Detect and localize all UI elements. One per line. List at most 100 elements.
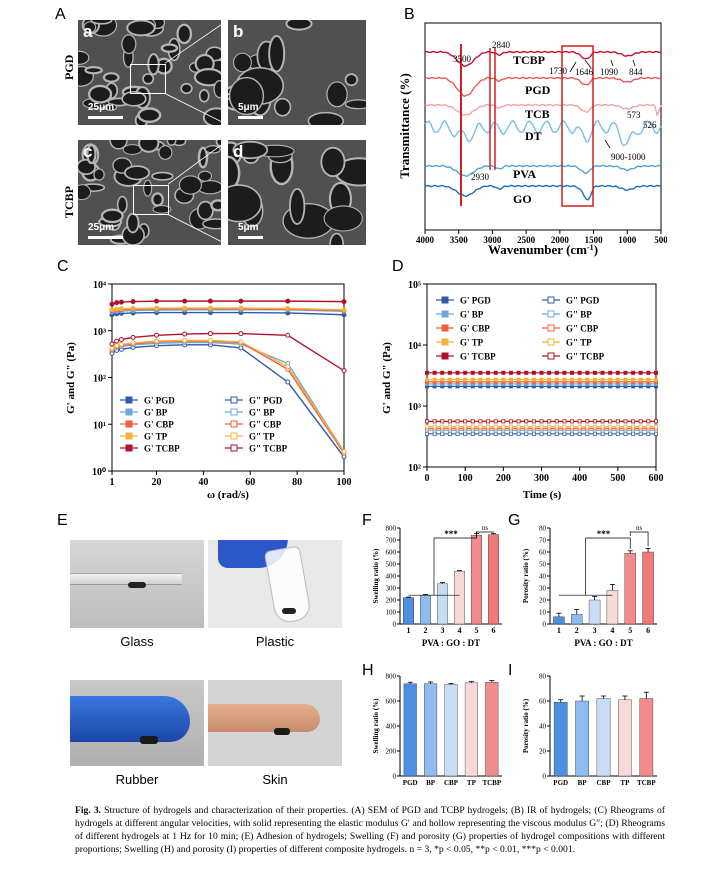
- scale-label: 5μm: [238, 222, 259, 233]
- x-tick-label: 3500: [450, 235, 469, 245]
- y-tick-label: 600: [386, 698, 397, 706]
- data-point: [207, 337, 213, 343]
- x-axis-label: ω (rad/s): [207, 489, 249, 501]
- trace-label-pva: PVA: [513, 167, 536, 181]
- y-tick-label: 50: [539, 561, 547, 569]
- ns-bracket: [476, 531, 494, 536]
- data-point: [154, 305, 160, 311]
- y-tick-label: 800: [386, 673, 397, 681]
- series-line: [111, 300, 345, 305]
- annot-1646: 1646: [575, 67, 594, 77]
- y-tick-label: 10²: [408, 463, 421, 474]
- x-tick-label: 4000: [416, 235, 435, 245]
- data-point: [646, 377, 651, 382]
- data-point: [425, 377, 430, 382]
- data-point: [508, 370, 513, 375]
- hydrogel-sample: [140, 736, 158, 744]
- data-point: [130, 305, 136, 311]
- ns-label: ns: [636, 524, 643, 532]
- data-point: [425, 419, 430, 424]
- y-tick-label: 20: [539, 597, 547, 605]
- data-point: [638, 370, 643, 375]
- data-point: [615, 419, 620, 424]
- data-point: [463, 370, 468, 375]
- data-point: [463, 419, 468, 424]
- caption-glass: Glass: [120, 634, 154, 649]
- data-point: [646, 431, 651, 436]
- data-point: [524, 431, 529, 436]
- x-tick-label: BP: [578, 779, 588, 787]
- ftir-trace: [424, 50, 662, 68]
- y-tick-label: 10⁵: [408, 280, 421, 291]
- data-point: [631, 431, 636, 436]
- data-point: [341, 299, 347, 305]
- data-point: [447, 424, 452, 429]
- data-point: [653, 424, 658, 429]
- data-point: [440, 377, 445, 382]
- ftir-trace: [424, 76, 662, 98]
- scale-bar: [88, 236, 123, 239]
- data-point: [570, 419, 575, 424]
- trace-label-tcb: TCB: [525, 107, 550, 121]
- data-point: [554, 377, 559, 382]
- significance-bracket: [558, 537, 631, 596]
- panel-letter-f: F: [362, 512, 372, 529]
- data-point: [440, 424, 445, 429]
- data-point: [562, 431, 567, 436]
- x-tick-label: 20: [152, 477, 162, 488]
- data-point: [470, 419, 475, 424]
- data-point: [615, 377, 620, 382]
- sem-texture: [228, 20, 366, 125]
- y-tick-label: 0: [393, 773, 397, 781]
- x-tick-label: CBP: [444, 779, 459, 787]
- ftir-chart: Transmittance (%) 4000 3500 3000 2500 2000 15…: [397, 22, 667, 257]
- legend-label: G" PGD: [249, 396, 283, 406]
- data-point: [608, 424, 613, 429]
- legend-label: G' PGD: [460, 296, 491, 306]
- y-axis-label: G' and G" (Pa): [65, 342, 77, 414]
- bar: [575, 700, 589, 777]
- data-point: [470, 431, 475, 436]
- y-tick-label: 300: [386, 585, 397, 593]
- rubber-glove-finger: [70, 696, 190, 742]
- legend-label: G" BP: [249, 408, 275, 418]
- data-point: [638, 431, 643, 436]
- bar: [485, 682, 499, 777]
- data-point: [577, 419, 582, 424]
- y-tick-label: 400: [386, 723, 397, 731]
- bar: [437, 583, 448, 625]
- bar: [553, 616, 565, 625]
- data-point: [554, 431, 559, 436]
- panel-letter-e: E: [57, 512, 68, 529]
- x-tick-label: 6: [646, 626, 650, 635]
- bar: [464, 682, 478, 777]
- bar-chart-f: Swelling ratio (%) 0 100 200 300 400 500 600 700…: [372, 524, 502, 648]
- sem-sublabel: c: [83, 142, 93, 161]
- y-tick-label: 10³: [93, 327, 106, 338]
- data-point: [539, 419, 544, 424]
- data-point: [486, 370, 491, 375]
- data-point: [493, 419, 498, 424]
- x-axis-label: PVA : GO : DT: [574, 638, 632, 648]
- bar: [642, 551, 654, 625]
- data-point: [653, 419, 658, 424]
- data-point: [285, 305, 291, 311]
- sem-texture: [78, 20, 221, 125]
- y-tick-label: 10⁰: [92, 467, 106, 478]
- bar: [639, 698, 654, 777]
- bar: [420, 594, 431, 625]
- data-point: [623, 370, 628, 375]
- data-point: [539, 377, 544, 382]
- sem-sublabel: b: [233, 22, 244, 41]
- bar: [624, 553, 636, 625]
- y-tick-label: 10⁴: [408, 341, 421, 352]
- data-point: [118, 341, 124, 347]
- data-point: [524, 370, 529, 375]
- data-point: [432, 424, 437, 429]
- x-tick-label: 400: [572, 473, 587, 484]
- data-point: [114, 300, 120, 306]
- caption-skin: Skin: [262, 772, 288, 787]
- figure-caption: Fig. 3. Structure of hydrogels and chara…: [75, 804, 665, 856]
- caption-rubber: Rubber: [115, 772, 159, 787]
- annot-526: 526: [643, 120, 657, 130]
